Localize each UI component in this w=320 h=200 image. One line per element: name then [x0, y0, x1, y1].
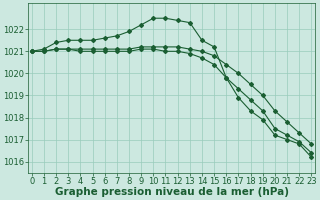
X-axis label: Graphe pression niveau de la mer (hPa): Graphe pression niveau de la mer (hPa)	[55, 187, 289, 197]
